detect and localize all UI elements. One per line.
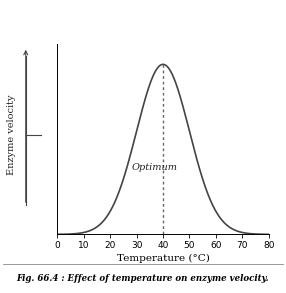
Text: Optimum: Optimum [131, 163, 177, 172]
Text: Fig. 66.4 : Effect of temperature on enzyme velocity.: Fig. 66.4 : Effect of temperature on enz… [17, 274, 269, 283]
Text: Enzyme velocity: Enzyme velocity [7, 95, 16, 175]
X-axis label: Temperature (°C): Temperature (°C) [117, 254, 209, 263]
